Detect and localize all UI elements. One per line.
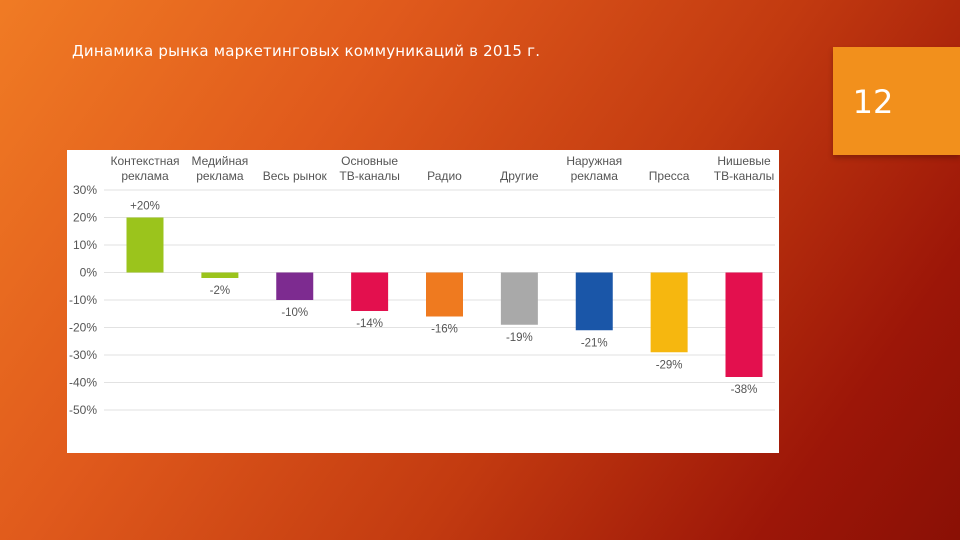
y-tick-label: 10% — [73, 238, 97, 252]
category-label: Другие — [500, 169, 539, 183]
slide-title: Динамика рынка маркетинговых коммуникаци… — [72, 42, 541, 60]
bar — [650, 272, 688, 353]
bar-chart: 30% 20% 10% 0% -10% -20% -30% -40% -50% Контекстн… — [69, 154, 775, 417]
data-label: -16% — [431, 324, 458, 336]
bar — [500, 272, 538, 325]
bar — [575, 272, 613, 331]
data-label: -38% — [731, 384, 758, 396]
bar — [351, 272, 389, 311]
category-label: Весь рынок — [263, 169, 328, 183]
data-label: -14% — [356, 318, 383, 330]
y-tick-label: -50% — [69, 403, 97, 417]
y-tick-label: -20% — [69, 321, 97, 335]
y-tick-label: 0% — [80, 266, 98, 280]
category-label: Медийная реклама — [192, 154, 249, 183]
category-label: Пресса — [649, 169, 690, 183]
bar — [276, 272, 314, 300]
y-tick-label: -10% — [69, 293, 97, 307]
y-tick-label: -40% — [69, 376, 97, 390]
category-label: Радио — [427, 169, 462, 183]
page-number-box: 12 — [833, 47, 960, 155]
y-tick-label: -30% — [69, 348, 97, 362]
y-tick-label: 20% — [73, 211, 97, 225]
category-label: Основные ТВ-каналы — [339, 154, 399, 183]
data-label: -29% — [656, 359, 683, 371]
category-label: Нишевые ТВ-каналы — [714, 154, 774, 183]
y-tick-label: 30% — [73, 183, 97, 197]
bar — [201, 272, 239, 278]
page-number: 12 — [852, 83, 894, 121]
category-label: Наружная реклама — [566, 154, 622, 183]
chart-panel: 30% 20% 10% 0% -10% -20% -30% -40% -50% Контекстн… — [67, 150, 779, 453]
data-label: -19% — [506, 332, 533, 344]
bar — [725, 272, 763, 377]
data-label: +20% — [130, 201, 160, 213]
category-label: Контекстная реклама — [110, 154, 179, 183]
bar — [426, 272, 463, 317]
bar — [126, 217, 164, 273]
data-label: -21% — [581, 337, 608, 349]
data-label: -10% — [281, 307, 308, 319]
data-label: -2% — [210, 285, 230, 297]
